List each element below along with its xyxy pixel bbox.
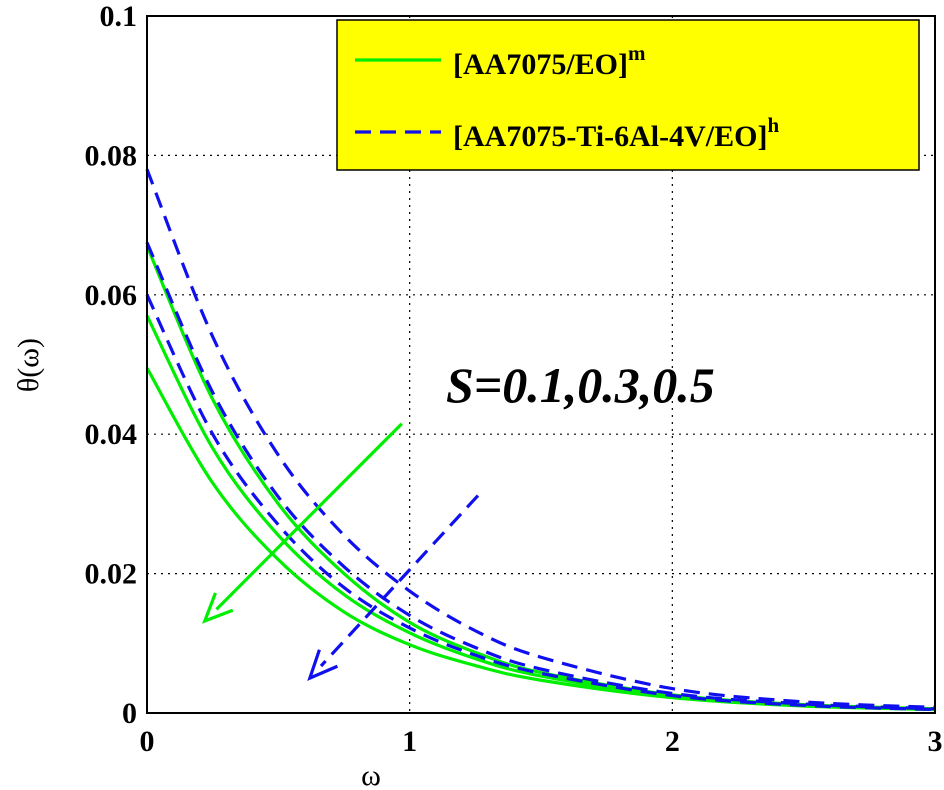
series-line [145, 294, 936, 712]
legend: [AA7075/EO]m [AA7075-Ti-6Al-4V/EO]h [336, 19, 920, 171]
x-tick-label: 3 [928, 725, 943, 758]
x-axis-label: ω [361, 759, 381, 790]
x-tick-labels: 0 1 2 3 [140, 725, 943, 758]
series-line [145, 367, 936, 712]
x-tick-label: 1 [402, 725, 417, 758]
legend-label: [AA7075-Ti-6Al-4V/EO]h [453, 113, 779, 153]
series-line [145, 168, 936, 710]
x-tick-label: 0 [140, 725, 155, 758]
trend-arrows [202, 422, 480, 682]
y-tick-label: 0.02 [85, 558, 138, 591]
series-line [145, 241, 936, 711]
trend-arrow-head [202, 592, 234, 624]
y-tick-label: 0.1 [100, 0, 138, 33]
y-tick-labels: 0 0.02 0.04 0.06 0.08 0.1 [85, 0, 138, 730]
plot-frame [146, 15, 936, 714]
trend-arrow-shaft [215, 422, 403, 611]
y-tick-label: 0.04 [85, 418, 138, 451]
series-lines [145, 168, 936, 712]
parameter-annotation: S=0.1,0.3,0.5 [446, 357, 715, 413]
y-tick-label: 0.08 [85, 139, 138, 172]
y-axis-label: θ(ω) [12, 338, 45, 392]
y-tick-label: 0.06 [85, 279, 138, 312]
legend-label: [AA7075/EO]m [453, 41, 646, 81]
trend-arrow-shaft [319, 494, 480, 668]
legend-box [336, 19, 920, 171]
y-tick-label: 0 [122, 697, 137, 730]
x-tick-label: 2 [665, 725, 680, 758]
trend-arrow-head [307, 649, 339, 682]
